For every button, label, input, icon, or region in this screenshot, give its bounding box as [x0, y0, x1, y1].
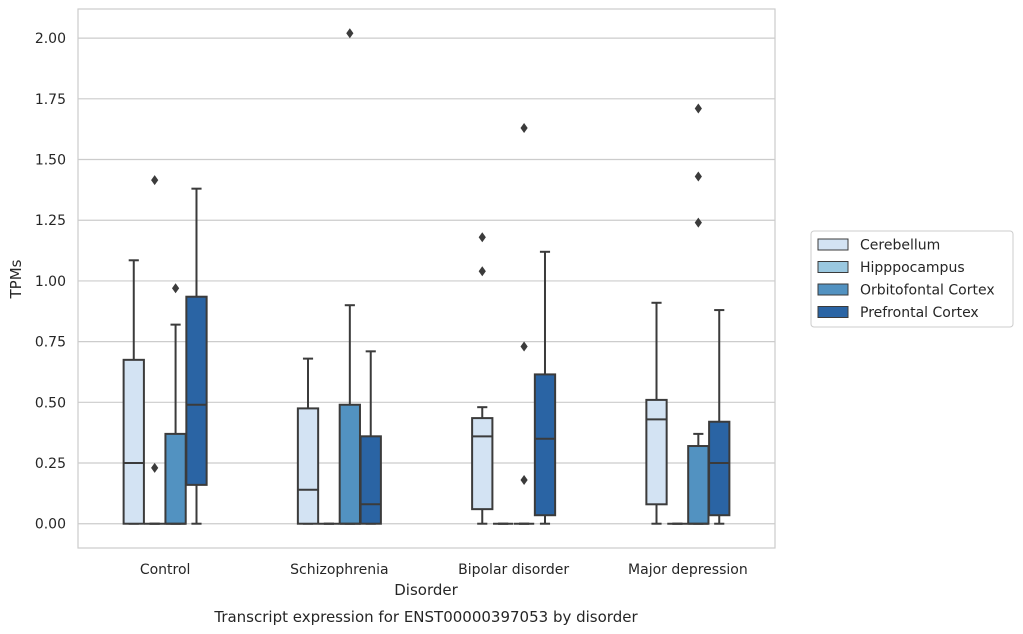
legend-swatch: [817, 238, 849, 251]
legend-items: Cerebellum Hipppocampus Orbitofontal Corte…: [817, 238, 995, 321]
x-tick-label: Schizophrenia: [290, 562, 388, 578]
plot-frame: [77, 8, 776, 549]
y-tick-label: 0.25: [35, 456, 66, 472]
outlier-point: [171, 283, 180, 294]
y-tick-labels: 0.00 0.25 0.50 0.75 1.00 1.25 1.50 1.75 2.00: [35, 31, 66, 533]
y-axis-label: TPMs: [7, 259, 25, 299]
box-hipppocampus: [144, 175, 165, 525]
box-cerebellum: [296, 357, 320, 525]
legend-frame: [810, 230, 1014, 328]
box-body: [533, 373, 557, 517]
box-body: [296, 407, 320, 525]
outlier-point: [694, 217, 702, 228]
boxes-layer: [122, 28, 731, 525]
outlier-point: [346, 28, 354, 39]
box-body: [359, 435, 382, 525]
box-orbitofontal-cortex: [164, 283, 187, 525]
box-body: [122, 358, 145, 525]
chart-caption: Transcript expression for ENST0000039705…: [213, 608, 638, 626]
legend-swatch: [817, 283, 849, 296]
box-orbitofontal-cortex: [338, 28, 361, 525]
y-tick-label: 1.25: [35, 213, 66, 229]
outlier-point: [151, 462, 159, 473]
legend-label: Cerebellum: [860, 238, 940, 254]
box-prefrontal-cortex: [359, 350, 382, 525]
box-body: [185, 295, 208, 486]
box-body: [164, 432, 187, 525]
legend-label: Hipppocampus: [860, 260, 965, 276]
box-cerebellum: [471, 232, 494, 525]
legend-label: Prefrontal Cortex: [860, 305, 979, 321]
legend-swatch: [817, 261, 849, 273]
y-tick-label: 1.75: [35, 92, 66, 108]
box-orbitofontal-cortex: [513, 122, 535, 525]
legend-swatch: [817, 306, 849, 318]
box-body: [645, 398, 668, 506]
outlier-point: [520, 475, 528, 486]
box-orbitofontal-cortex: [687, 103, 710, 525]
outlier-point: [151, 175, 159, 186]
outlier-point: [478, 232, 486, 243]
box-body: [687, 445, 710, 525]
box-cerebellum: [645, 301, 668, 525]
y-tick-label: 1.50: [35, 153, 66, 169]
x-tick-labels: Control Schizophrenia Bipolar disorder Majo…: [140, 562, 748, 578]
y-tick-label: 0.50: [35, 395, 66, 411]
box-cerebellum: [122, 259, 145, 525]
y-tick-label: 0.00: [35, 517, 66, 533]
box-body: [708, 420, 731, 517]
y-tick-label: 1.00: [35, 274, 66, 290]
outlier-point: [520, 122, 528, 133]
box-prefrontal-cortex: [185, 187, 208, 525]
x-axis-label: Disorder: [394, 581, 458, 599]
legend-label: Orbitofontal Cortex: [860, 283, 995, 299]
box-body: [338, 403, 361, 525]
outlier-point: [694, 171, 702, 182]
box-body: [471, 417, 494, 511]
outlier-point: [520, 341, 528, 352]
y-tick-label: 2.00: [35, 31, 66, 47]
x-tick-label: Control: [140, 562, 191, 578]
y-tick-label: 0.75: [35, 335, 66, 351]
x-tick-label: Bipolar disorder: [458, 562, 569, 578]
legend: Cerebellum Hipppocampus Orbitofontal Corte…: [810, 230, 1014, 328]
outlier-point: [478, 266, 486, 277]
box-prefrontal-cortex: [533, 250, 557, 525]
x-tick-label: Major depression: [628, 562, 748, 578]
outlier-point: [694, 103, 702, 114]
box-prefrontal-cortex: [708, 309, 731, 525]
